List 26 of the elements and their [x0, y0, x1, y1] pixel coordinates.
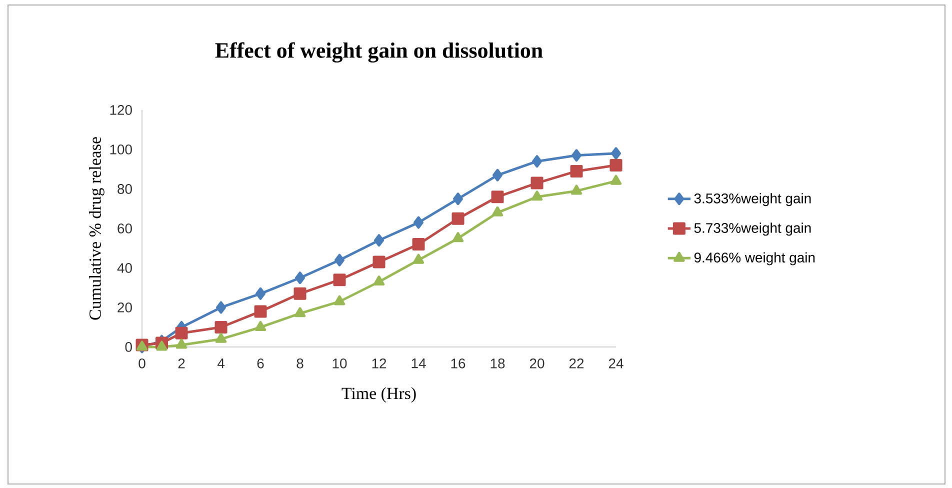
x-tick-label: 20 [530, 358, 544, 368]
legend-label: 5.733%weight gain [694, 222, 811, 236]
x-tick-label: 12 [372, 358, 386, 368]
y-tick-label: 20 [118, 302, 132, 312]
x-tick-label: 6 [257, 358, 264, 368]
x-tick-label: 24 [608, 358, 624, 368]
x-tick-label: 18 [490, 358, 505, 368]
y-tick-label: 40 [117, 263, 132, 273]
x-tick-label: 22 [569, 358, 584, 368]
y-tick-label: 0 [125, 342, 132, 352]
legend-label: 9.466% weight gain [694, 252, 815, 266]
y-tick-label: 100 [110, 144, 132, 154]
x-tick-label: 8 [296, 358, 304, 368]
x-tick-label: 0 [138, 358, 146, 368]
x-tick-label: 16 [451, 358, 466, 368]
chart-title: Effect of weight gain on dissolution [215, 42, 543, 62]
x-tick-label: 2 [178, 358, 185, 368]
y-axis-title: Cumulative % drug release [88, 137, 104, 320]
y-tick-label: 80 [118, 184, 132, 194]
x-axis-title: Time (Hrs) [342, 387, 416, 403]
x-tick-label: 4 [217, 358, 224, 368]
legend-label: 3.533%weight gain [694, 193, 811, 206]
x-tick-label: 14 [412, 358, 426, 368]
y-tick-label: 120 [110, 105, 132, 115]
x-tick-label: 10 [332, 358, 347, 368]
y-tick-label: 60 [118, 224, 132, 234]
